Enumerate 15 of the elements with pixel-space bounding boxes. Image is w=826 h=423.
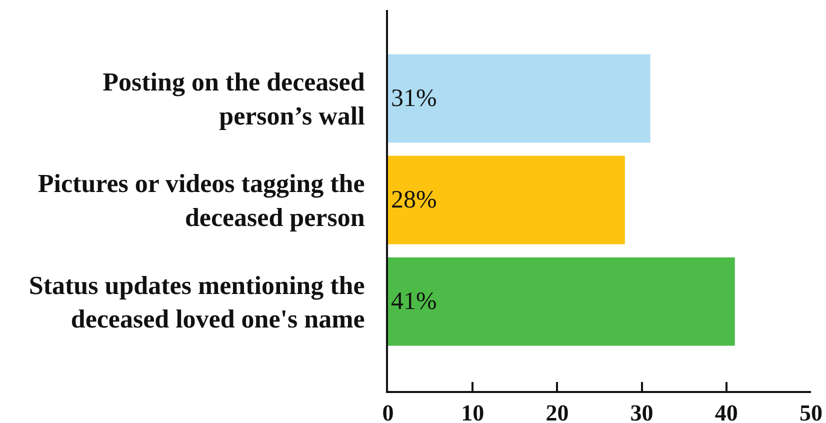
x-tick-label: 30 [630,400,654,423]
x-tick-label: 40 [714,400,738,423]
data-label: 31% [391,84,437,112]
data-label: 28% [391,186,437,214]
x-tick-label: 0 [382,400,394,423]
y-tick-label: Pictures or videos tagging the deceased person [38,169,366,232]
x-tick-label: 10 [461,400,484,423]
data-label: 41% [391,288,437,316]
bar [388,54,650,143]
x-tick-label: 20 [546,400,569,423]
bar [388,257,735,346]
y-tick-label: Posting on the deceased person’s wall [102,68,366,130]
bar [388,156,625,244]
y-tick-label: Status updates mentioning the deceased loved one's name [28,270,365,334]
x-tick-label: 50 [800,400,822,423]
